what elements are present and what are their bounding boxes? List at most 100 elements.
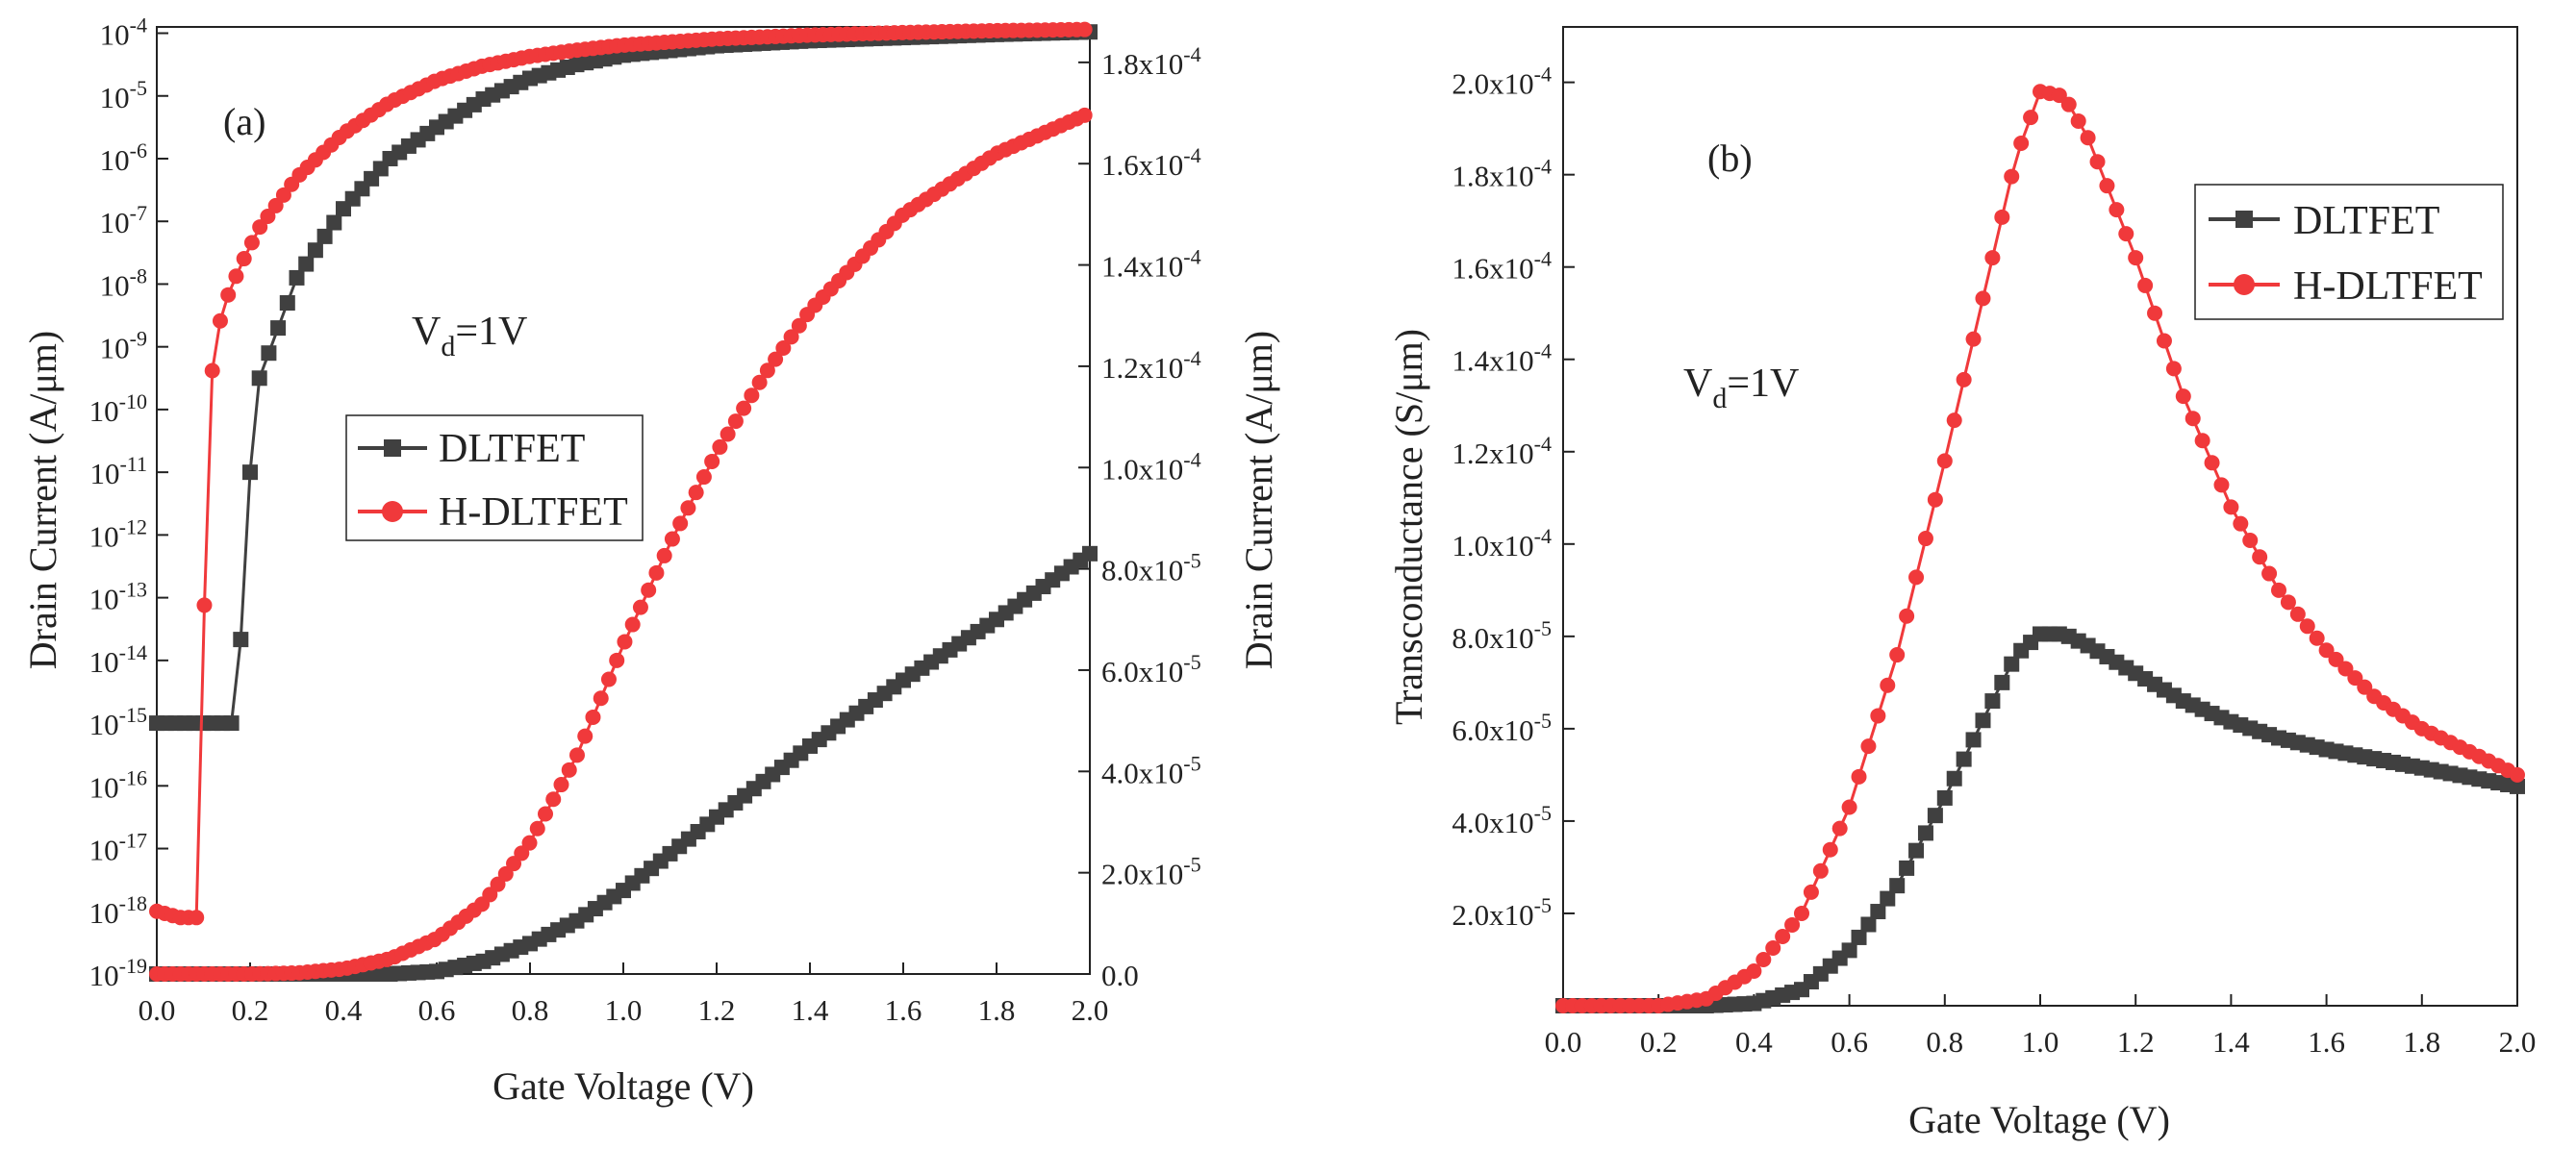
panel-b-series-dltfet-point — [1965, 732, 1982, 748]
panel-a-right-tick-label-base: 2.0x10 — [1101, 858, 1183, 891]
panel-b-legend-dltfet-marker — [2235, 211, 2253, 228]
panel-a-right-tick-label: 1.2x10-4 — [1101, 346, 1201, 385]
panel-a-series-h-dltfet-left-point — [243, 235, 260, 251]
panel-b-series-h-dltfet-point — [1984, 250, 2001, 266]
panel-b-y-tick-label-sup: -4 — [1534, 524, 1552, 548]
panel-a-series-h-dltfet-left-point — [1076, 21, 1093, 37]
panel-b-legend-dltfet-label: DLTFET — [2293, 199, 2439, 243]
panel-a-right-tick-label-base: 0.0 — [1101, 959, 1139, 992]
panel-a-vd-annotation: Vd=1V — [412, 310, 527, 362]
panel-a-left-tick-label-sup: -18 — [119, 891, 147, 915]
panel-b-series-dltfet-point — [1994, 674, 2010, 690]
panel-b-series-h-dltfet-point — [1936, 453, 1953, 469]
panel-a-left-tick-label-base: 10 — [89, 457, 119, 490]
panel-b-series-h-dltfet-point — [2233, 515, 2249, 532]
panel-a-series-h-dltfet-right-point — [529, 820, 545, 837]
panel-b-x-tick-label: 1.4 — [2212, 1025, 2250, 1059]
panel-b-series-h-dltfet-point — [2252, 549, 2268, 565]
panel-b-series-h-dltfet-point — [2309, 630, 2325, 646]
panel-b-series-h-dltfet-point — [1994, 209, 2010, 225]
panel-a-x-tick-label: 1.4 — [792, 993, 829, 1027]
panel-a-series-h-dltfet-left-point — [236, 251, 252, 267]
panel-a-series-h-dltfet-right-point — [648, 564, 665, 581]
panel-b-series-h-dltfet-point — [1831, 820, 1848, 837]
panel-a-left-tick-label-base: 10 — [89, 770, 119, 804]
panel-a-series-h-dltfet-right-point — [791, 317, 807, 334]
panel-b-series-dltfet-point — [1975, 712, 1991, 729]
panel-b-series-h-dltfet-point — [2013, 136, 2030, 152]
panel-a-left-tick-label: 10-7 — [100, 201, 147, 239]
panel-b-series-dltfet-point — [1908, 842, 1925, 859]
panel-a-series-h-dltfet-right-point — [720, 426, 736, 442]
panel-b-series-h-dltfet-point — [2175, 388, 2191, 405]
panel-a-left-tick-label-sup: -15 — [119, 703, 147, 727]
panel-a-left-tick-label: 10-4 — [100, 13, 147, 52]
panel-a-series-h-dltfet-left-point — [189, 910, 205, 926]
panel-a-left-tick-label: 10-10 — [89, 389, 147, 428]
panel-b-series-h-dltfet-point — [2194, 433, 2210, 449]
panel-a-right-tick-label-sup: -4 — [1183, 42, 1200, 66]
panel-a-left-tick-label: 10-5 — [100, 76, 147, 114]
panel-b-ylabel: Transconductance (S/μm) — [1387, 329, 1430, 725]
panel-a-series-h-dltfet-left-point — [275, 187, 291, 203]
panel-b-y-tick-label-sup: -5 — [1534, 801, 1552, 825]
panel-b-y-tick-label: 2.0x10-4 — [1452, 62, 1552, 101]
panel-b-legend: DLTFET H-DLTFET — [2194, 184, 2504, 320]
panel-a-left-tick-label: 10-18 — [89, 891, 147, 930]
panel-b-series-h-dltfet-point — [1917, 531, 1933, 547]
panel-a-left-tick-label-sup: -14 — [119, 640, 147, 664]
panel-b-series-h-dltfet-point — [1794, 905, 1809, 921]
panel-b-series-dltfet-point — [1936, 789, 1953, 806]
panel-a-series-dltfet-left-point — [270, 320, 287, 337]
panel-a-left-tick-label: 10-9 — [100, 327, 147, 365]
panel-a-right-tick-label-base: 8.0x10 — [1101, 554, 1183, 587]
panel-b-series-h-dltfet-point — [2089, 154, 2106, 170]
panel-b-y-tick-label-sup: -5 — [1534, 893, 1552, 917]
panel-b-series-h-dltfet-point — [2051, 87, 2067, 104]
panel-b-series — [1555, 84, 2525, 1013]
panel-b-series-dltfet-point — [1889, 878, 1906, 894]
panel-a-series-h-dltfet-right-point — [577, 728, 593, 744]
panel-a-right-tick-label-base: 1.6x10 — [1101, 148, 1183, 182]
panel-a-series-dltfet-left-point — [242, 464, 258, 481]
panel-b-y-tick-label-base: 1.8x10 — [1452, 160, 1533, 193]
panel-b-series-h-dltfet-point — [2080, 130, 2096, 146]
panel-a-series-dltfet-left-point — [279, 295, 295, 312]
panel-a-series-h-dltfet-left-point — [228, 268, 244, 285]
panel-a-left-tick-label: 10-8 — [100, 263, 147, 302]
panel-a-series-h-dltfet-right-point — [521, 835, 538, 851]
panel-b-plot-frame — [1562, 26, 2518, 1007]
panel-b-y-tick-label-base: 1.2x10 — [1452, 437, 1533, 470]
panel-a-series-h-dltfet-right-point — [568, 747, 585, 763]
panel-b-series-h-dltfet-point — [2070, 112, 2086, 129]
panel-a-right-tick-label-base: 1.4x10 — [1101, 250, 1183, 284]
panel-a-left-tick-label-base: 10 — [100, 18, 130, 52]
panel-a-left-tick-label-base: 10 — [89, 708, 119, 741]
panel-b-series-h-dltfet-point — [1860, 738, 1877, 755]
panel-b-series-h-dltfet-point — [2223, 499, 2239, 515]
panel-a-left-tick-label-sup: -5 — [130, 76, 147, 100]
panel-a-series-h-dltfet-left-point — [267, 197, 284, 213]
panel-a-left-tick-label: 10-16 — [89, 765, 147, 804]
panel-a-series-h-dltfet-right-point — [600, 671, 617, 687]
panel-a-legend-dltfet-label: DLTFET — [439, 427, 585, 471]
panel-b-series-h-dltfet-point — [1880, 677, 1896, 693]
panel-a-series-h-dltfet-right-point — [609, 652, 625, 668]
panel-b-series-h-dltfet-point — [1965, 331, 1982, 347]
panel-a-vd-rest: =1V — [455, 310, 527, 354]
panel-a-xlabel: Gate Voltage (V) — [492, 1064, 754, 1108]
panel-a-left-tick-label-sup: -12 — [119, 514, 147, 538]
panel-a-left-tick-label: 10-11 — [89, 452, 147, 490]
panel-a-left-tick-label-sup: -10 — [119, 389, 147, 413]
panel-b-x-tick-label: 1.2 — [2117, 1025, 2155, 1059]
panel-b-y-tick-label-base: 4.0x10 — [1452, 806, 1533, 839]
panel-a-series-h-dltfet-right-point — [775, 340, 792, 357]
panel-a-left-tick-label-base: 10 — [89, 834, 119, 867]
panel-a-series-dltfet-left-line — [157, 30, 1091, 725]
panel-a-vd-base: V — [412, 310, 441, 354]
panel-b-series-h-dltfet-point — [2004, 168, 2020, 185]
panel-a-series-dltfet-left-point — [251, 370, 267, 387]
panel-b-y-tick-label: 1.4x10-4 — [1452, 339, 1552, 378]
panel-b-series-h-dltfet-point — [2185, 411, 2201, 427]
